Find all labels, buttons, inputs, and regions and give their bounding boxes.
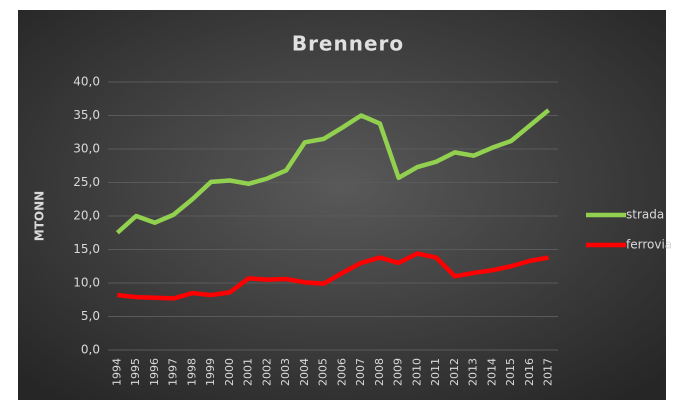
x-tick-label: 2009: [392, 358, 405, 386]
x-tick-label: 1998: [185, 358, 198, 386]
x-tick-label: 2017: [542, 358, 555, 386]
x-tick-label: 2000: [223, 358, 236, 386]
x-tick-label: 1997: [167, 358, 180, 386]
x-tick-label: 2001: [242, 358, 255, 386]
line-series: [115, 108, 551, 235]
chart-background: [18, 10, 666, 400]
x-tick-label: 2011: [429, 358, 442, 386]
x-tick-label: 2013: [467, 358, 480, 386]
x-tick-label: 1996: [148, 358, 161, 386]
y-tick-label: 25,0: [73, 175, 100, 189]
x-tick-label: 2003: [279, 358, 292, 386]
y-tick-label: 20,0: [73, 209, 100, 223]
y-tick-label: 35,0: [73, 108, 100, 122]
x-tick-label: 2014: [485, 358, 498, 386]
y-tick-label: 15,0: [73, 242, 100, 256]
x-tick-label: 2004: [298, 358, 311, 386]
x-tick-label: 2005: [317, 358, 330, 386]
legend-label: strada: [626, 208, 664, 222]
x-tick-label: 2007: [354, 358, 367, 386]
x-tick-label: 2016: [523, 358, 536, 386]
legend-label: ferrovia: [626, 238, 672, 252]
x-tick-label: 2002: [260, 358, 273, 386]
x-tick-label: 2010: [410, 358, 423, 386]
x-tick-label: 2015: [504, 358, 517, 386]
x-tick-label: 1995: [129, 358, 142, 386]
line-series: [117, 251, 550, 301]
y-axis-label: MTONN: [33, 191, 47, 241]
y-tick-label: 30,0: [73, 142, 100, 156]
y-tick-label: 10,0: [73, 276, 100, 290]
x-tick-label: 2008: [373, 358, 386, 386]
x-tick-label: 2012: [448, 358, 461, 386]
chart-title: Brennero: [292, 32, 404, 56]
x-tick-label: 1999: [204, 358, 217, 386]
y-tick-label: 0,0: [81, 343, 100, 357]
x-tick-label: 1994: [110, 358, 123, 386]
x-tick-label: 2006: [335, 358, 348, 386]
y-tick-label: 40,0: [73, 75, 100, 89]
y-tick-label: 5,0: [81, 309, 100, 323]
